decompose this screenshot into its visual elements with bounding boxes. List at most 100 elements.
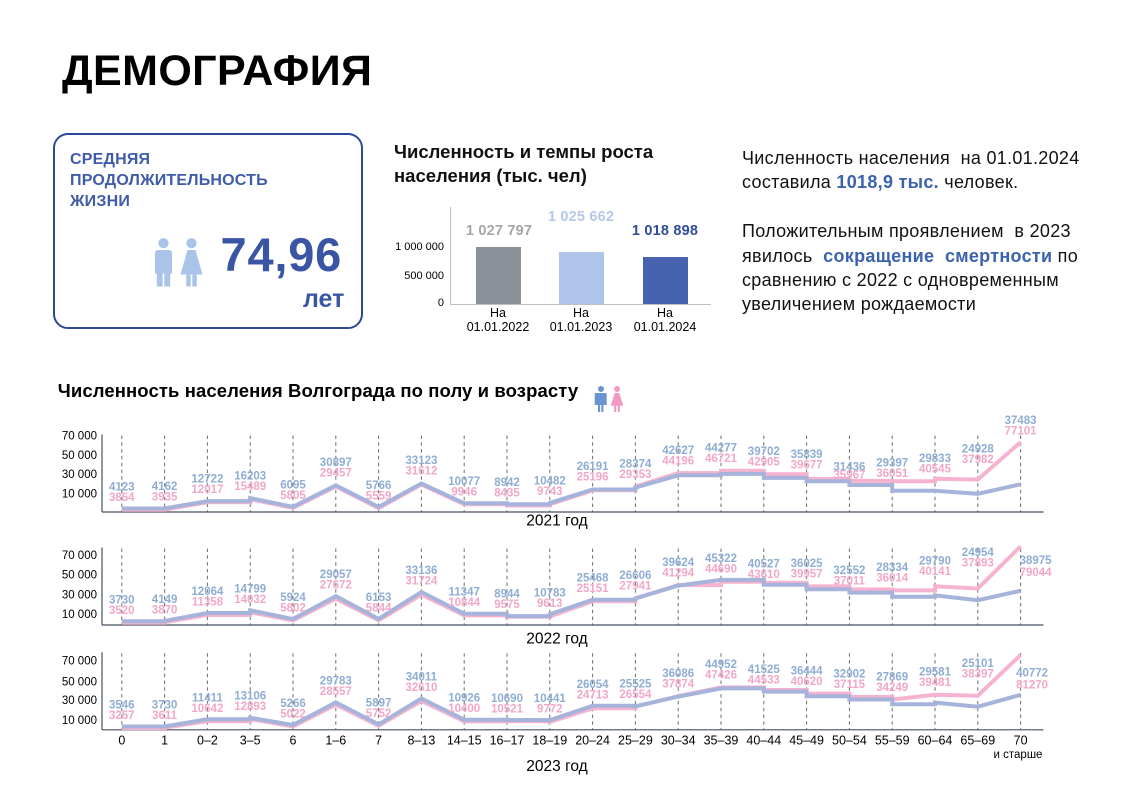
svg-text:29783: 29783 bbox=[320, 675, 352, 687]
svg-text:11411: 11411 bbox=[192, 692, 223, 704]
svg-text:0–2: 0–2 bbox=[197, 734, 218, 748]
svg-text:8435: 8435 bbox=[494, 487, 520, 499]
svg-text:30–34: 30–34 bbox=[661, 734, 696, 748]
svg-text:10 000: 10 000 bbox=[62, 715, 97, 727]
svg-text:34011: 34011 bbox=[406, 672, 438, 684]
svg-text:3935: 3935 bbox=[152, 492, 178, 504]
svg-text:40545: 40545 bbox=[919, 464, 952, 476]
svg-text:30 000: 30 000 bbox=[62, 469, 97, 481]
svg-text:6: 6 bbox=[290, 734, 297, 748]
svg-text:27869: 27869 bbox=[876, 671, 908, 683]
svg-text:25–29: 25–29 bbox=[618, 734, 653, 748]
svg-text:3730: 3730 bbox=[152, 699, 178, 711]
svg-text:37982: 37982 bbox=[962, 454, 994, 466]
svg-text:16203: 16203 bbox=[234, 470, 266, 482]
svg-text:40141: 40141 bbox=[919, 566, 952, 578]
svg-text:70 000: 70 000 bbox=[62, 431, 97, 443]
svg-text:14799: 14799 bbox=[234, 583, 266, 595]
svg-text:25151: 25151 bbox=[577, 583, 610, 595]
svg-text:39702: 39702 bbox=[748, 446, 780, 458]
svg-text:45–49: 45–49 bbox=[789, 734, 824, 748]
svg-text:5752: 5752 bbox=[366, 708, 392, 720]
svg-text:11358: 11358 bbox=[192, 597, 224, 609]
svg-text:38975: 38975 bbox=[1020, 555, 1053, 567]
svg-text:32610: 32610 bbox=[405, 682, 437, 694]
svg-text:6095: 6095 bbox=[280, 480, 306, 492]
svg-text:8944: 8944 bbox=[494, 589, 520, 601]
svg-text:14–15: 14–15 bbox=[447, 734, 482, 748]
svg-text:14032: 14032 bbox=[234, 594, 266, 606]
svg-text:3854: 3854 bbox=[109, 492, 135, 504]
svg-text:44277: 44277 bbox=[705, 443, 737, 455]
svg-text:29353: 29353 bbox=[619, 469, 651, 481]
svg-text:9613: 9613 bbox=[537, 598, 563, 610]
svg-text:1–6: 1–6 bbox=[325, 734, 346, 748]
svg-text:10844: 10844 bbox=[448, 597, 481, 609]
svg-text:41525: 41525 bbox=[748, 664, 781, 676]
svg-text:5802: 5802 bbox=[280, 603, 306, 615]
svg-text:11347: 11347 bbox=[449, 587, 480, 599]
svg-text:3611: 3611 bbox=[152, 710, 178, 722]
svg-text:27672: 27672 bbox=[320, 580, 352, 592]
svg-text:12017: 12017 bbox=[191, 484, 223, 496]
svg-text:45322: 45322 bbox=[705, 553, 737, 565]
svg-text:10642: 10642 bbox=[191, 703, 223, 715]
svg-text:65–69: 65–69 bbox=[960, 734, 995, 748]
svg-text:10482: 10482 bbox=[534, 476, 566, 488]
svg-text:81270: 81270 bbox=[1016, 680, 1048, 692]
svg-text:10926: 10926 bbox=[448, 693, 480, 705]
svg-text:39677: 39677 bbox=[791, 460, 823, 472]
svg-text:8942: 8942 bbox=[494, 477, 520, 489]
svg-text:5266: 5266 bbox=[280, 698, 306, 710]
svg-text:10690: 10690 bbox=[491, 693, 523, 705]
svg-text:40620: 40620 bbox=[791, 676, 823, 688]
svg-text:77101: 77101 bbox=[1005, 426, 1038, 438]
svg-text:44952: 44952 bbox=[705, 659, 737, 671]
svg-text:30897: 30897 bbox=[320, 457, 352, 469]
svg-text:25196: 25196 bbox=[577, 472, 609, 484]
svg-text:79044: 79044 bbox=[1020, 567, 1053, 579]
svg-text:10441: 10441 bbox=[534, 693, 567, 705]
svg-text:29790: 29790 bbox=[919, 556, 951, 568]
svg-text:3870: 3870 bbox=[152, 604, 178, 616]
svg-text:4162: 4162 bbox=[152, 481, 178, 493]
svg-text:26054: 26054 bbox=[577, 679, 610, 691]
svg-text:10 000: 10 000 bbox=[62, 609, 97, 621]
svg-text:42905: 42905 bbox=[748, 457, 781, 469]
svg-text:47426: 47426 bbox=[705, 670, 737, 682]
svg-text:10077: 10077 bbox=[448, 476, 480, 488]
svg-text:44533: 44533 bbox=[748, 674, 780, 686]
svg-text:2023 год: 2023 год bbox=[526, 758, 587, 775]
svg-text:43610: 43610 bbox=[748, 569, 780, 581]
svg-text:37874: 37874 bbox=[662, 679, 695, 691]
svg-text:28557: 28557 bbox=[320, 686, 352, 698]
svg-text:10 000: 10 000 bbox=[62, 489, 97, 501]
svg-text:12064: 12064 bbox=[191, 586, 224, 598]
svg-text:46721: 46721 bbox=[705, 453, 738, 465]
svg-text:37893: 37893 bbox=[962, 557, 994, 569]
svg-text:16–17: 16–17 bbox=[490, 734, 525, 748]
svg-text:0: 0 bbox=[118, 734, 125, 748]
svg-text:5924: 5924 bbox=[280, 592, 306, 604]
svg-text:3–5: 3–5 bbox=[240, 734, 261, 748]
svg-text:12893: 12893 bbox=[234, 701, 266, 713]
svg-text:50–54: 50–54 bbox=[832, 734, 867, 748]
svg-text:3520: 3520 bbox=[109, 605, 135, 617]
svg-text:70: 70 bbox=[1014, 734, 1028, 748]
svg-text:24954: 24954 bbox=[962, 547, 995, 559]
svg-text:5844: 5844 bbox=[366, 602, 392, 614]
svg-text:36014: 36014 bbox=[876, 573, 909, 585]
svg-text:33123: 33123 bbox=[405, 455, 437, 467]
svg-text:26554: 26554 bbox=[619, 689, 652, 701]
svg-text:60–64: 60–64 bbox=[918, 734, 953, 748]
svg-text:28374: 28374 bbox=[619, 458, 652, 470]
svg-text:29833: 29833 bbox=[919, 453, 951, 465]
svg-text:2021 год: 2021 год bbox=[526, 513, 587, 530]
svg-text:6153: 6153 bbox=[366, 592, 392, 604]
svg-text:39624: 39624 bbox=[662, 557, 695, 569]
svg-text:50 000: 50 000 bbox=[62, 676, 97, 688]
svg-text:9743: 9743 bbox=[537, 486, 563, 498]
svg-text:30 000: 30 000 bbox=[62, 695, 97, 707]
svg-text:15489: 15489 bbox=[234, 481, 266, 493]
svg-text:32552: 32552 bbox=[833, 565, 865, 577]
